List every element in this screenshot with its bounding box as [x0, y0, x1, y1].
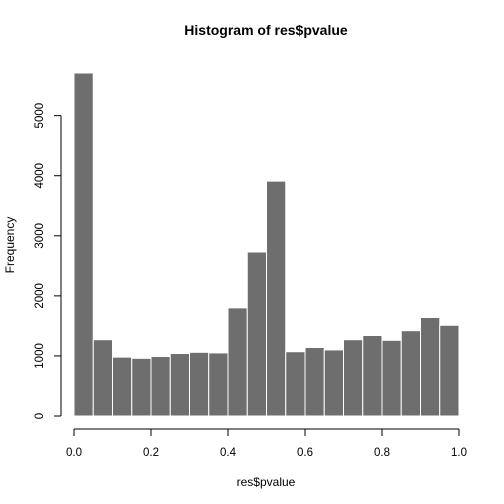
histogram-bar	[266, 180, 287, 417]
y-tick-label: 4000	[34, 163, 46, 189]
x-tick-label: 0.8	[374, 447, 390, 459]
histogram-bar	[150, 356, 171, 417]
y-tick-label: 2000	[34, 283, 46, 309]
histogram-bar	[131, 357, 152, 417]
histogram-bar	[400, 330, 421, 417]
histogram-bar	[92, 339, 113, 417]
histogram-bar	[420, 316, 441, 417]
y-tick-label: 1000	[34, 343, 46, 369]
x-tick-label: 0.4	[220, 447, 237, 459]
histogram-bar	[439, 324, 460, 417]
x-axis: 0.0 0.2 0.4 0.6 0.8 1.0	[66, 428, 467, 459]
bars-group	[73, 72, 460, 417]
x-tick-label: 0.2	[143, 447, 159, 459]
x-tick-label: 1.0	[451, 447, 467, 459]
histogram-bar	[304, 347, 325, 417]
x-tick-label: 0.0	[66, 447, 82, 459]
histogram-bar	[381, 339, 402, 417]
y-tick-label: 0	[34, 413, 46, 419]
chart-title: Histogram of res$pvalue	[184, 22, 348, 38]
histogram-bar	[343, 339, 364, 417]
y-axis: 0 1000 2000 3000 4000 5000	[34, 103, 62, 419]
y-tick-label: 5000	[34, 103, 46, 129]
histogram-bar	[112, 356, 133, 417]
y-tick-label: 3000	[34, 223, 46, 249]
histogram-bar	[169, 353, 190, 417]
x-tick-label: 0.6	[297, 447, 313, 459]
y-axis-label: Frequency	[3, 217, 17, 274]
histogram-bar	[208, 352, 229, 417]
histogram-bar	[227, 307, 248, 417]
x-axis-label: res$pvalue	[237, 475, 296, 489]
histogram-bar	[246, 251, 267, 417]
histogram-bar	[73, 72, 94, 417]
histogram-bar	[189, 351, 210, 417]
histogram-bar	[285, 351, 306, 417]
histogram-bar	[323, 349, 344, 417]
histogram-bar	[362, 335, 383, 417]
